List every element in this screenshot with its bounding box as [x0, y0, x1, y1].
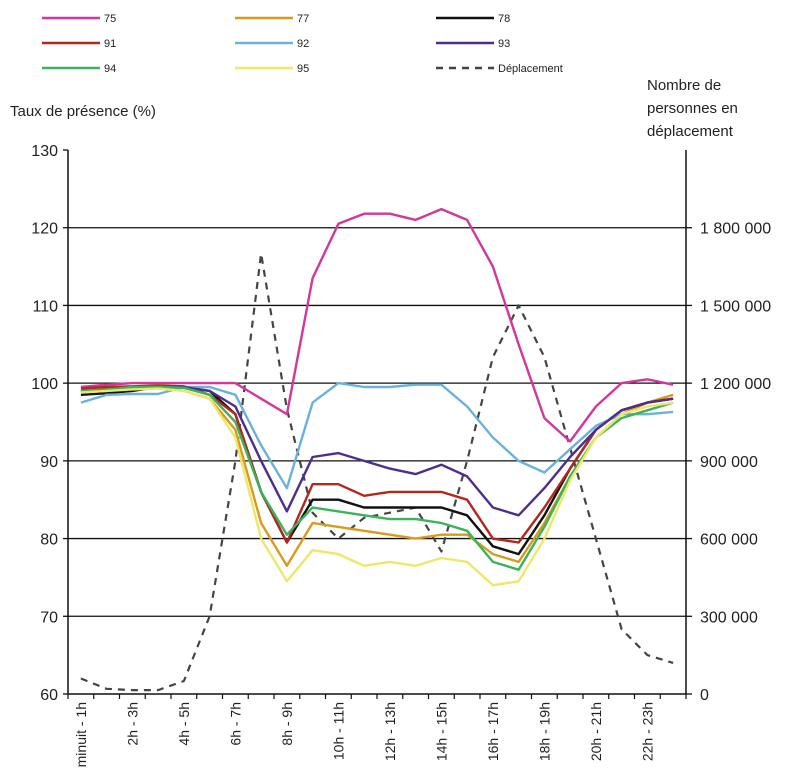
legend-label: 95 [297, 63, 309, 75]
legend-item: 77 [235, 13, 309, 25]
legend-item: 92 [235, 38, 309, 50]
y-left-tick-label: 120 [31, 221, 58, 238]
y-left-tick-label: 90 [40, 454, 58, 471]
x-tick-label: 10h - 11h [330, 702, 346, 760]
svg-text:déplacement: déplacement [647, 123, 734, 140]
series-line-93 [80, 385, 674, 517]
legend-label: 92 [297, 38, 309, 50]
x-tick-label: 2h - 3h [124, 702, 140, 746]
series-line-78 [80, 385, 674, 556]
legend-label: 75 [104, 13, 116, 25]
legend: 75 77 78 91 92 93 94 95 Déplacement [42, 13, 563, 75]
legend-item: 95 [235, 63, 309, 75]
y-right-tick-label: 1 200 000 [700, 376, 771, 393]
x-tick-label: 4h - 5h [176, 702, 192, 746]
legend-label: 91 [104, 38, 116, 50]
gridlines [68, 227, 686, 617]
legend-label: Déplacement [498, 63, 563, 75]
x-tick-label: 6h - 7h [227, 702, 243, 746]
y-right-tick-label: 300 000 [700, 609, 758, 626]
y-right-tick-label: 1 800 000 [700, 221, 771, 238]
y-right-tick-label: 1 500 000 [700, 298, 771, 315]
y-right-tick-labels: 0 300 000 600 000 900 000 1 200 000 1 500 000… [686, 221, 771, 704]
x-tick-label: 18h - 19h [536, 702, 552, 761]
y-right-axis-label: Nombre de personnes en déplacement [647, 77, 738, 140]
x-tick-label: 8h - 9h [279, 702, 295, 746]
axes [67, 150, 687, 695]
legend-item: 94 [42, 63, 116, 75]
series-line-92 [80, 381, 674, 490]
legend-item: 93 [436, 38, 510, 50]
svg-text:personnes en: personnes en [647, 100, 738, 117]
legend-label: 93 [498, 38, 510, 50]
svg-text:Nombre de: Nombre de [647, 77, 721, 94]
y-left-tick-label: 110 [32, 298, 58, 315]
x-tick-label: 16h - 17h [485, 702, 501, 761]
legend-label: 78 [498, 13, 510, 25]
y-left-tick-labels: 60 70 80 90 100 110 120 130 [31, 143, 68, 704]
series-line-déplacement [80, 252, 674, 692]
x-tick-label: 12h - 13h [382, 702, 398, 761]
legend-label: 94 [104, 63, 116, 75]
series-line-94 [80, 385, 674, 571]
y-left-tick-label: 70 [40, 609, 58, 626]
series-line-95 [80, 387, 674, 587]
x-tick-label: 14h - 15h [433, 702, 449, 761]
y-right-tick-label: 900 000 [700, 454, 758, 471]
y-left-axis-label: Taux de présence (%) [10, 103, 156, 120]
y-right-tick-label: 600 000 [700, 532, 758, 549]
legend-item: Déplacement [436, 63, 563, 75]
y-left-tick-label: 100 [31, 376, 58, 393]
legend-item: 91 [42, 38, 116, 50]
x-tick-label: 20h - 21h [588, 702, 604, 761]
series-lines [80, 207, 674, 692]
y-left-tick-label: 80 [40, 532, 58, 549]
legend-item: 78 [436, 13, 510, 25]
y-left-tick-label: 130 [31, 143, 58, 160]
legend-label: 77 [297, 13, 309, 25]
y-left-tick-label: 60 [40, 687, 58, 704]
x-tick-labels: minuit - 1h 2h - 3h 4h - 5h 6h - 7h 8h - 9h 1… [67, 694, 687, 767]
x-tick-label: minuit - 1h [73, 702, 89, 767]
legend-item: 75 [42, 13, 116, 25]
y-right-tick-label: 0 [700, 687, 709, 704]
x-tick-label: 22h - 23h [639, 702, 655, 761]
series-line-75 [80, 207, 674, 443]
